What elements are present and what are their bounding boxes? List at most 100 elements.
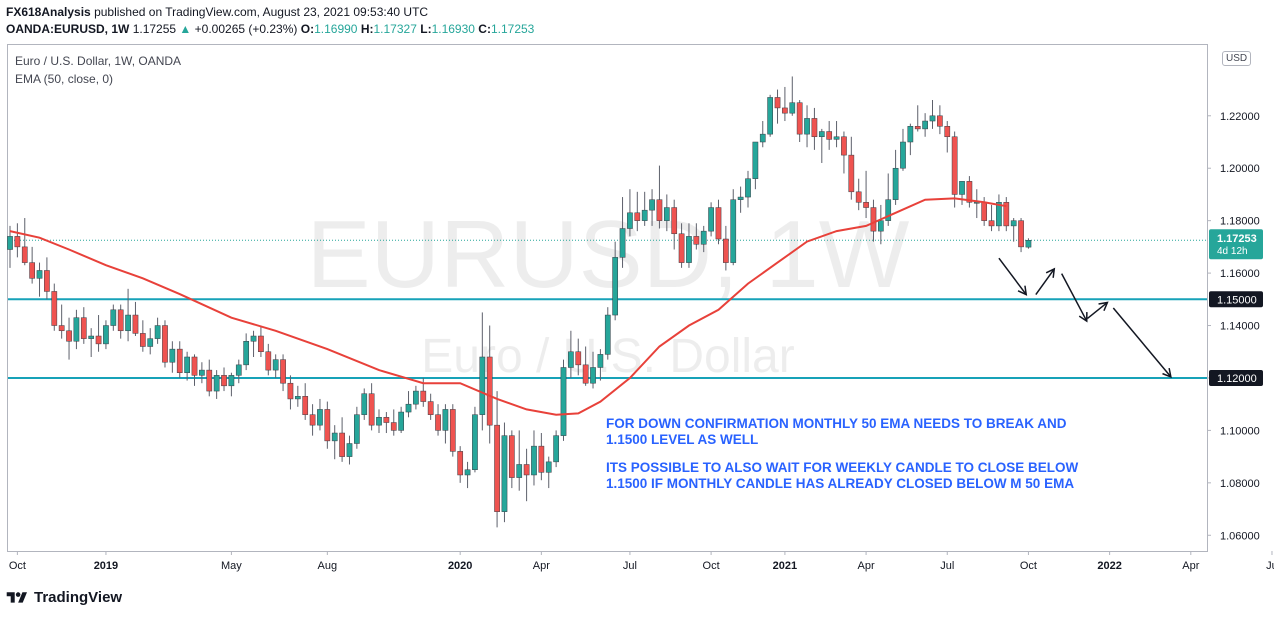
legend-symbol[interactable]: Euro / U.S. Dollar, 1W, OANDA [15,54,182,68]
last-price-badge-countdown: 4d 12h [1217,246,1248,257]
ema-line [9,197,1007,416]
arrow-head-icon [1045,267,1056,278]
candle-body [95,335,102,345]
candle-body [51,291,58,326]
time-tick-label: Oct [1020,560,1037,572]
time-tick-label: 2019 [94,560,118,572]
high-label: H: [360,22,374,36]
candle-body [479,356,486,415]
tradingview-logo-icon [6,591,27,603]
candle-body [1010,220,1017,227]
time-tick-label: Apr [1182,560,1199,572]
time-tick-label: 2020 [448,560,472,572]
candle-body [361,393,368,415]
candle-body [833,136,840,140]
projection-arrow [1112,307,1172,378]
candle-body [988,220,995,227]
candle-body [737,196,744,200]
publish-info: published on TradingView.com, August 23,… [94,5,429,19]
projection-arrow [1060,273,1088,322]
candle-body [612,257,619,316]
author-name[interactable]: FX618Analysis [6,5,91,19]
candle-body [162,325,168,363]
arrow-head-icon [1162,367,1172,379]
candle-body [937,115,943,127]
candle-body [213,375,220,392]
candle-body [708,207,714,232]
arrow-head-icon [1078,312,1088,323]
candle-body [169,348,176,363]
candle-body [294,396,301,400]
projection-arrows [998,257,1172,379]
watermark-symbol: EURUSD, 1W [307,201,910,308]
candle-body [154,325,161,339]
symbol-label: OANDA:EURUSD, 1W [6,22,130,36]
candle-body [656,199,663,221]
candle-body [354,414,360,444]
candle-body [44,270,50,292]
candle-body [420,390,427,402]
currency-badge[interactable]: USD [1222,51,1252,66]
chart-frame [7,44,1208,552]
candle-body [346,443,353,457]
candle-body [36,270,43,279]
candle-body [922,120,928,130]
legend-ema[interactable]: EMA (50, close, 0) [15,72,114,86]
candle-body [390,422,397,431]
level-badge-label: 1.15000 [1217,294,1257,306]
candle-body [494,424,500,512]
time-axis[interactable]: Oct 2019 May Aug 2020 Apr Jul Oct 2021 Apr Jul Oct 2… [9,551,1274,572]
close-value: 1.17253 [490,22,535,36]
price-tick-label: 1.08000 [1220,478,1260,490]
candle-body [634,212,641,221]
level-badge [1209,291,1263,308]
time-tick-label: Jul [940,560,954,572]
candle-body [641,209,648,221]
footer-brand-name: TradingView [34,589,123,606]
candle-body [331,432,338,442]
last-price: 1.17255 [132,22,177,36]
low-label: L: [420,22,432,36]
price-tick-label: 1.14000 [1220,321,1260,333]
candle-body [80,317,87,339]
price-axis[interactable]: 1.06000 1.08000 1.10000 1.12000 1.14000 1.160… [1207,111,1260,542]
candle-body [235,364,242,376]
price-tick-label: 1.20000 [1220,163,1260,175]
candle-body [508,435,515,478]
candle-body [221,375,227,387]
candle-body [398,411,404,431]
candle-body [597,354,604,368]
candle-body [442,409,449,431]
candle-body [1018,220,1024,248]
candle-body [1025,239,1032,248]
candle-body [560,367,567,436]
price-change: +0.00265 (+0.23%) [194,22,298,36]
candle-body [759,133,766,143]
candle-body [309,414,316,426]
close-label: C: [478,22,491,36]
time-tick-label: Apr [858,560,875,572]
annotation-line: ITS POSSIBLE TO ALSO WAIT FOR WEEKLY CAN… [606,460,1079,475]
annotation-line: 1.1500 IF MONTHLY CANDLE HAS ALREADY CLO… [606,476,1074,491]
chart-legend: Euro / U.S. Dollar, 1W, OANDA EMA (50, c… [15,52,181,88]
candle-body [272,359,279,371]
time-tick-label: Aug [318,560,338,572]
candle-body [848,154,855,193]
time-tick-label: Oct [9,560,26,572]
annotation-text: FOR DOWN CONFIRMATION MONTHLY 50 EMA NEE… [606,416,1079,491]
candle-body [472,414,478,470]
candle-body [996,202,1002,227]
candle-body [678,233,685,263]
candle-body [383,417,390,423]
candle-body [516,464,523,478]
price-tick-label: 1.06000 [1220,530,1260,542]
candle-body [250,335,257,342]
open-label: O: [300,22,315,36]
candle-body [14,236,21,248]
candle-body [29,262,35,279]
candle-body [184,356,190,373]
candle-body [73,317,80,342]
candle-body [88,335,95,339]
